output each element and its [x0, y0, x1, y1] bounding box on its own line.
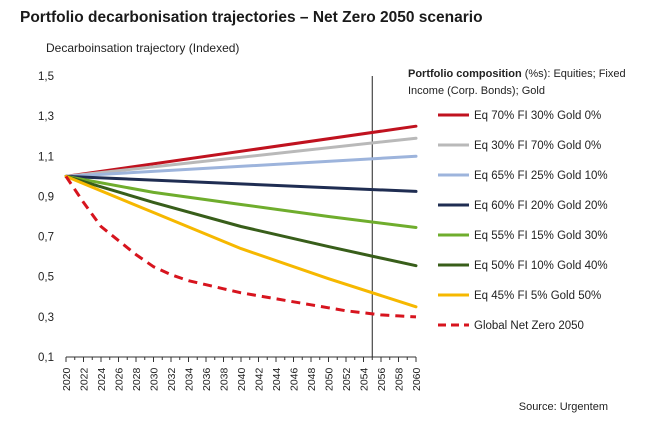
legend-header: Portfolio composition (%s): Equities; Fi… — [408, 66, 638, 100]
series-line-6 — [64, 174, 418, 268]
y-tick-label: 1,5 — [38, 71, 54, 83]
y-tick-label: 0,1 — [38, 352, 54, 364]
x-tick-label: 2056 — [376, 367, 388, 391]
legend-label-2: Eq 30% FI 70% Gold 0% — [474, 140, 601, 152]
x-tick-label: 2040 — [236, 367, 248, 391]
series-line-1 — [64, 124, 418, 178]
series-line-8 — [64, 175, 417, 319]
legend-label-4: Eq 60% FI 20% Gold 20% — [474, 200, 608, 212]
x-tick-label: 2046 — [289, 367, 301, 391]
legend-label-7: Eq 45% FI 5% Gold 50% — [474, 290, 601, 302]
x-tick-label: 2050 — [324, 367, 336, 391]
x-tick-label: 2024 — [96, 367, 108, 391]
x-tick-label: 2038 — [219, 367, 231, 391]
x-tick-label: 2058 — [394, 367, 406, 391]
y-tick-label: 0,5 — [38, 272, 54, 284]
x-tick-label: 2042 — [254, 367, 266, 391]
series-line-4 — [64, 174, 418, 193]
legend-label-5: Eq 55% FI 15% Gold 30% — [474, 230, 608, 242]
y-tick-label: 0,9 — [38, 191, 54, 203]
x-tick-label: 2060 — [411, 367, 423, 391]
x-tick-label: 2030 — [149, 367, 161, 391]
x-tick-label: 2036 — [201, 367, 213, 391]
legend-label-8: Global Net Zero 2050 — [474, 320, 584, 332]
x-tick-label: 2048 — [306, 367, 318, 391]
source-note: Source: Urgentem — [518, 401, 608, 413]
x-tick-label: 2032 — [166, 367, 178, 391]
series-line-3 — [64, 154, 418, 178]
x-tick-label: 2054 — [359, 367, 371, 391]
series-line-2 — [64, 136, 418, 178]
series-line-5 — [64, 174, 418, 229]
y-tick-label: 1,3 — [38, 111, 54, 123]
chart-title: Portfolio decarbonisation trajectories –… — [20, 9, 483, 26]
series-line-7 — [64, 174, 418, 309]
y-axis-label: Decarboinsation trajectory (Indexed) — [46, 41, 240, 55]
x-tick-label: 2034 — [184, 367, 196, 391]
x-tick-label: 2022 — [79, 367, 91, 391]
y-tick-label: 0,7 — [38, 232, 54, 244]
x-tick-label: 2052 — [341, 367, 353, 391]
legend-label-1: Eq 70% FI 30% Gold 0% — [474, 110, 601, 122]
y-tick-label: 1,1 — [38, 151, 54, 163]
x-tick-label: 2020 — [61, 367, 73, 391]
x-tick-label: 2028 — [131, 367, 143, 391]
legend-label-6: Eq 50% FI 10% Gold 40% — [474, 260, 608, 272]
x-tick-label: 2044 — [271, 367, 283, 391]
legend-label-3: Eq 65% FI 25% Gold 10% — [474, 170, 608, 182]
x-tick-label: 2026 — [114, 367, 126, 391]
legend-header-rest: (%s): Equities; Fixed Income (Corp. Bond… — [408, 68, 626, 97]
y-tick-label: 0,3 — [38, 312, 54, 324]
legend-header-bold: Portfolio composition — [408, 68, 522, 80]
